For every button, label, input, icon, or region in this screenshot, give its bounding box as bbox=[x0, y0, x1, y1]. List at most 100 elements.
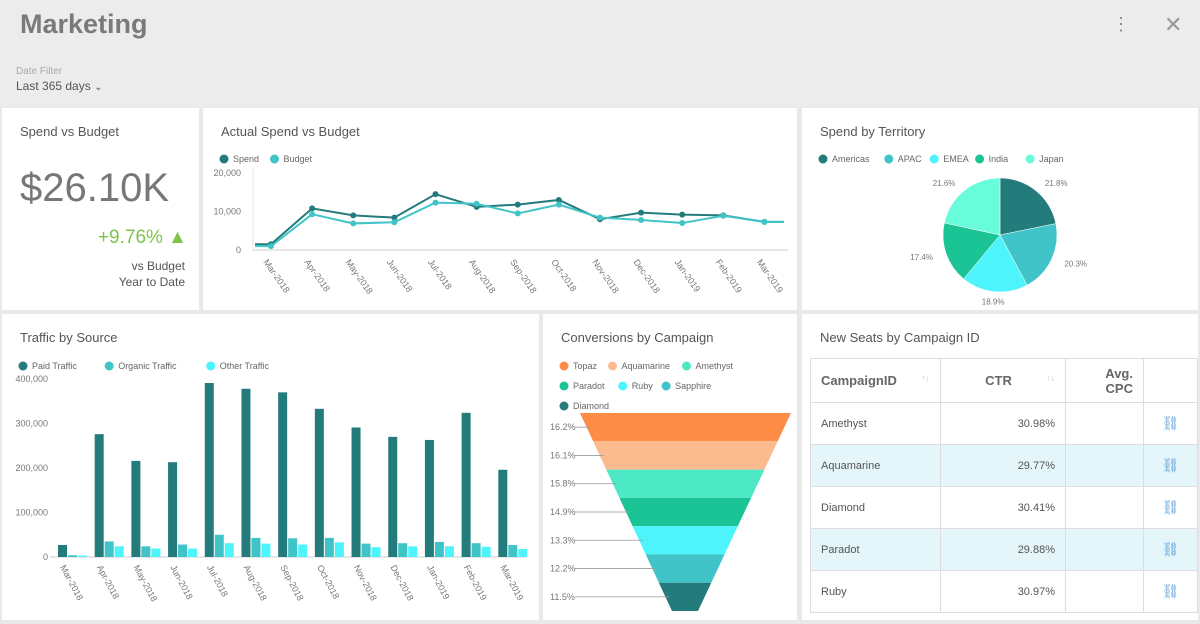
data-point-spend bbox=[638, 209, 645, 216]
bar-organic-traffic bbox=[104, 541, 114, 557]
close-icon[interactable]: ✕ bbox=[1164, 12, 1183, 37]
cell-ctr: 30.98% bbox=[940, 402, 1066, 445]
link-icon[interactable]: ⛓ bbox=[1143, 444, 1198, 487]
legend-label-emea: EMEA bbox=[943, 154, 969, 164]
funnel-stage-amethyst bbox=[606, 469, 765, 498]
date-filter-dropdown[interactable]: Last 365 days ⌄ bbox=[16, 79, 102, 93]
column-header-ctr[interactable]: CTR ↑↓ bbox=[940, 358, 1066, 403]
legend-marker bbox=[929, 154, 939, 164]
x-tick-label: Jul-2018 bbox=[205, 563, 230, 598]
bar-chart-card[interactable]: Traffic by Source Paid Traffic Organic Tr… bbox=[2, 314, 539, 620]
legend-marker bbox=[18, 361, 28, 371]
cell-campaignid: Aquamarine bbox=[810, 444, 941, 487]
y-tick-label: 400,000 bbox=[15, 374, 48, 384]
column-header-avg-cpc[interactable]: Avg. CPC bbox=[1065, 358, 1144, 403]
line-chart: Spend Budget 0 10,000 20,000 Mar-2018 Apr-2018… bbox=[213, 154, 788, 296]
data-point-budget bbox=[268, 243, 274, 250]
funnel-stage-aquamarine bbox=[593, 441, 778, 470]
data-point-budget bbox=[555, 201, 562, 208]
table-row[interactable]: Ruby 30.97% ⛓ bbox=[810, 570, 1198, 613]
link-icon[interactable]: ⛓ bbox=[1143, 486, 1198, 529]
legend-marker bbox=[884, 154, 894, 164]
table-row[interactable]: Aquamarine 29.77% ⛓ bbox=[810, 444, 1198, 487]
funnel-chart-card[interactable]: Conversions by Campaign Topaz Aquamarine A… bbox=[543, 314, 797, 620]
link-icon[interactable]: ⛓ bbox=[1143, 528, 1198, 571]
funnel-label: 15.8% bbox=[550, 479, 576, 489]
x-tick-label: Jun-2018 bbox=[385, 257, 415, 293]
y-tick-label: 0 bbox=[236, 245, 241, 255]
bar-organic-traffic bbox=[324, 537, 334, 557]
funnel-label: 16.2% bbox=[550, 422, 576, 432]
x-tick-label: Jul-2018 bbox=[426, 257, 454, 291]
kpi-card[interactable]: Spend vs Budget $26.10K +9.76% ▲ vs Budg… bbox=[2, 108, 199, 310]
data-point-budget bbox=[473, 200, 480, 207]
funnel-stage-topaz bbox=[580, 413, 791, 442]
legend-label-japan: Japan bbox=[1039, 154, 1064, 164]
y-tick-label: 300,000 bbox=[15, 419, 48, 429]
legend-label-ruby: Ruby bbox=[632, 381, 654, 391]
bar-other-traffic bbox=[114, 546, 124, 557]
card-title: Traffic by Source bbox=[20, 330, 118, 345]
funnel-label: 16.1% bbox=[550, 450, 576, 460]
legend-marker bbox=[1025, 154, 1035, 164]
legend-marker bbox=[206, 361, 216, 371]
bar-other-traffic bbox=[518, 548, 528, 557]
x-tick-label: Aug-2018 bbox=[242, 563, 269, 602]
legend-marker bbox=[682, 361, 691, 371]
pie-slice-japan bbox=[943, 177, 1001, 236]
sort-icon[interactable]: ↑↓ bbox=[1046, 373, 1055, 383]
x-tick-label: Feb-2019 bbox=[462, 563, 489, 602]
data-point-budget bbox=[309, 211, 316, 218]
table-row[interactable]: Diamond 30.41% ⛓ bbox=[810, 486, 1198, 529]
legend-marker bbox=[618, 381, 628, 391]
bar-organic-traffic bbox=[471, 543, 481, 557]
bar-paid-traffic bbox=[461, 412, 471, 557]
bar-other-traffic bbox=[408, 546, 418, 557]
link-icon[interactable]: ⛓ bbox=[1143, 570, 1198, 613]
column-header-campaignid[interactable]: CampaignID ↑↓ bbox=[810, 358, 941, 403]
bar-paid-traffic bbox=[424, 439, 434, 557]
table-row[interactable]: Paradot 29.88% ⛓ bbox=[810, 528, 1198, 571]
y-tick-label: 0 bbox=[43, 552, 48, 562]
x-tick-label: Jan-2019 bbox=[425, 563, 451, 601]
x-tick-label: Mar-2018 bbox=[261, 257, 291, 294]
data-point-budget bbox=[350, 220, 357, 227]
cell-avg-cpc bbox=[1065, 486, 1144, 529]
cell-avg-cpc bbox=[1065, 402, 1144, 445]
more-options-icon[interactable]: ⋮ bbox=[1112, 14, 1130, 34]
kpi-sub1: vs Budget bbox=[131, 259, 185, 273]
dashboard-header: Marketing ⋮ ✕ Date Filter Last 365 days … bbox=[0, 0, 1200, 107]
cell-avg-cpc bbox=[1065, 444, 1144, 487]
pie-label: 18.9% bbox=[982, 298, 1005, 307]
x-tick-label: Dec-2018 bbox=[631, 257, 662, 295]
x-tick-label: May-2018 bbox=[344, 257, 375, 296]
bar-organic-traffic bbox=[141, 546, 151, 557]
bar-other-traffic bbox=[371, 547, 381, 557]
pie-slice-americas bbox=[999, 177, 1057, 236]
table-card[interactable]: New Seats by Campaign ID CampaignID ↑↓ CT… bbox=[802, 314, 1198, 620]
bar-paid-traffic bbox=[58, 544, 67, 557]
x-tick-label: Nov-2018 bbox=[352, 563, 379, 602]
bar-organic-traffic bbox=[251, 537, 261, 557]
table-row[interactable]: Amethyst 30.98% ⛓ bbox=[810, 402, 1198, 445]
data-point-spend bbox=[679, 211, 686, 218]
line-chart-card[interactable]: Actual Spend vs Budget Spend Budget 0 10,00… bbox=[203, 108, 797, 310]
pie-chart-card[interactable]: Spend by Territory Americas APAC EMEA India… bbox=[802, 108, 1198, 310]
card-title: Spend vs Budget bbox=[20, 124, 120, 139]
data-point-spend bbox=[432, 191, 439, 198]
legend-label-other-traffic: Other Traffic bbox=[220, 361, 270, 371]
bar-paid-traffic bbox=[314, 408, 324, 557]
cell-ctr: 29.77% bbox=[940, 444, 1066, 487]
sort-icon[interactable]: ↑↓ bbox=[921, 373, 930, 383]
bar-other-traffic bbox=[444, 546, 454, 557]
link-icon[interactable]: ⛓ bbox=[1143, 402, 1198, 445]
data-point-budget bbox=[432, 199, 439, 206]
pie-chart: Americas APAC EMEA India Japan 21.8% 20.3% 18.9… bbox=[818, 154, 1087, 307]
funnel-label: 11.5% bbox=[550, 592, 575, 602]
kpi-value: $26.10K bbox=[20, 166, 170, 210]
bar-paid-traffic bbox=[241, 388, 251, 557]
funnel-label: 14.9% bbox=[550, 507, 576, 517]
x-tick-label: Mar-2019 bbox=[755, 257, 785, 294]
bar-paid-traffic bbox=[204, 383, 214, 557]
legend-marker bbox=[219, 154, 229, 164]
